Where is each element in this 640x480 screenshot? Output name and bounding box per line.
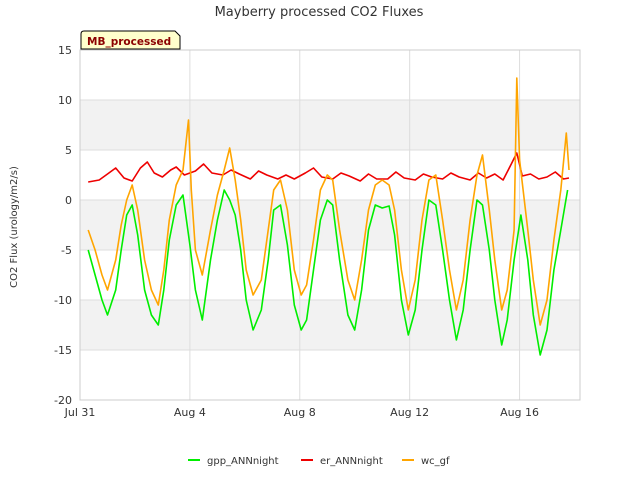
y-tick-label: -10 [54,294,72,307]
series-line-wc_gf [87,77,570,326]
series-line-gpp_ANNnight [87,189,569,356]
legend: gpp_ANNnight er_ANNnight wc_gf [188,456,450,467]
legend-label: er_ANNnight [320,456,383,467]
y-tick-label: -15 [54,344,72,357]
badge-label: MB_processed [87,36,171,48]
series-layer [87,77,570,356]
y-tick-label: 15 [58,44,72,57]
x-tick-label: Aug 4 [174,406,206,419]
y-tick-label: 10 [58,94,72,107]
x-tick-label: Aug 12 [390,406,429,419]
shaded-band [80,300,580,350]
shaded-band [80,200,580,250]
x-axis-ticks: Jul 31 Aug 4 Aug 8 Aug 12 Aug 16 [64,406,539,419]
y-tick-label: -5 [61,244,72,257]
chart-title: Mayberry processed CO2 Fluxes [215,5,424,20]
badge-box [80,30,181,50]
shaded-band [80,100,580,150]
x-tick-label: Aug 8 [284,406,316,419]
x-tick-label: Jul 31 [64,406,96,419]
legend-label: gpp_ANNnight [207,456,279,467]
plot-border [79,49,581,401]
x-tick-label: Aug 16 [500,406,539,419]
y-tick-label: -20 [54,394,72,407]
y-tick-label: 5 [65,144,72,157]
processed-badge: MB_processed [80,30,181,50]
y-axis-ticks: 15 10 5 0 -5 -10 -15 -20 [54,44,72,407]
y-axis-label: CO2 Flux (urology/m2/s) [9,166,20,288]
plot-area [79,49,581,401]
legend-label: wc_gf [421,456,450,467]
y-tick-label: 0 [65,194,72,207]
shaded-bands [80,100,580,350]
